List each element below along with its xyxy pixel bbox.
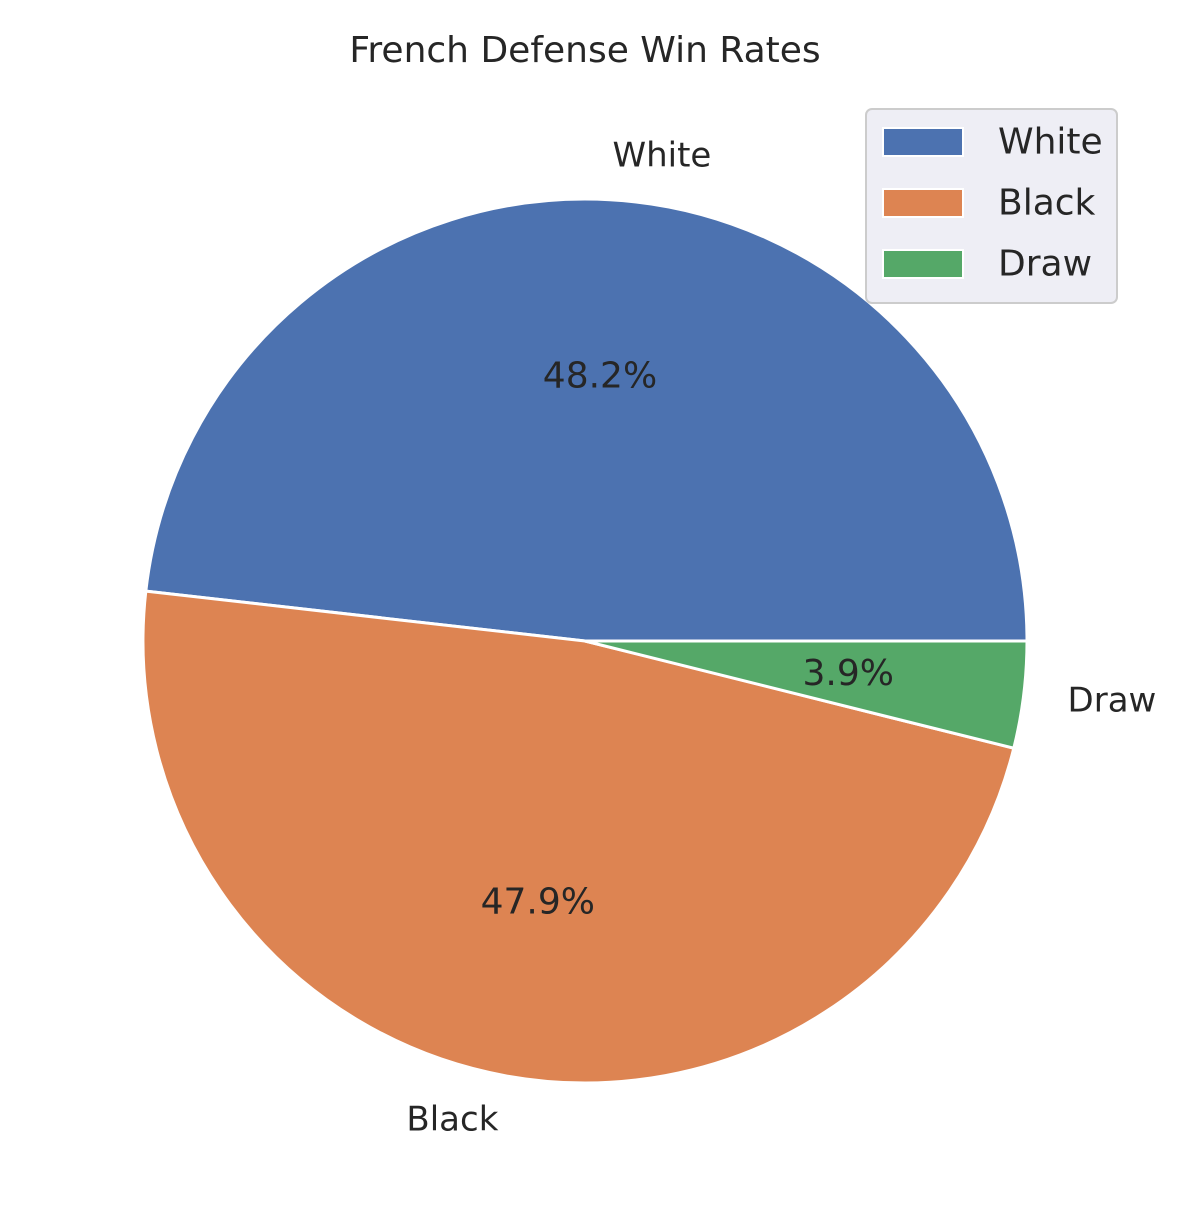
legend-swatch-draw	[882, 249, 964, 279]
slice-label-white: White	[612, 136, 711, 176]
legend: White Black Draw	[865, 108, 1118, 304]
legend-label-white: White	[998, 122, 1103, 163]
slice-label-draw: Draw	[1068, 680, 1157, 720]
percent-label-white: 48.2%	[543, 356, 657, 397]
pie-slice-draw	[583, 639, 1029, 750]
legend-swatch-black	[882, 188, 964, 218]
chart-title: French Defense Win Rates	[349, 30, 820, 71]
legend-label-draw: Draw	[998, 244, 1092, 285]
percent-label-draw: 3.9%	[802, 653, 893, 694]
pie-slice-white	[144, 197, 1029, 643]
pie-slice-black	[141, 589, 1016, 1085]
legend-label-black: Black	[998, 183, 1096, 224]
slice-label-black: Black	[406, 1099, 498, 1139]
percent-label-black: 47.9%	[481, 881, 595, 922]
pie-slices	[141, 197, 1029, 1085]
pie-labels: White 48.2% Black 47.9% Draw 3.9%	[406, 136, 1156, 1140]
legend-swatch-white	[882, 127, 964, 157]
